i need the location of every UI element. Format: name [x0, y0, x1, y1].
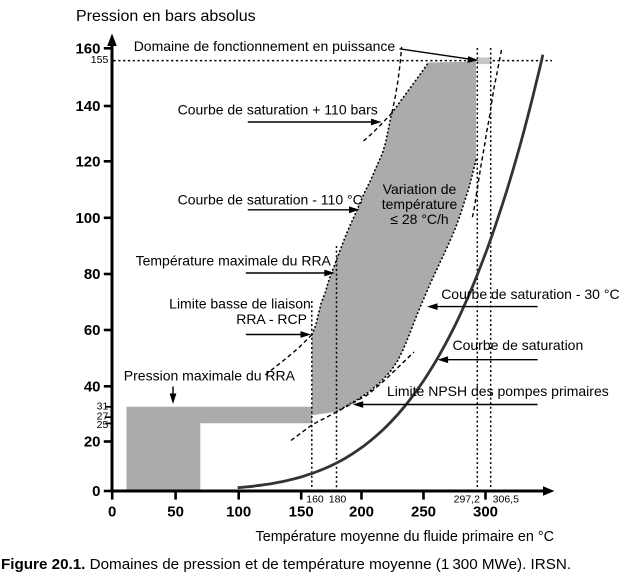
svg-text:RRA - RCP: RRA - RCP — [236, 311, 307, 327]
svg-text:200: 200 — [349, 504, 374, 521]
svg-text:Variation de: Variation de — [383, 181, 457, 197]
svg-text:31: 31 — [97, 400, 109, 412]
svg-text:0: 0 — [108, 504, 116, 521]
svg-text:297,2: 297,2 — [454, 494, 480, 506]
svg-text:Courbe de saturation - 30 °C: Courbe de saturation - 30 °C — [441, 286, 619, 302]
svg-text:Domaine de fonctionnement en p: Domaine de fonctionnement en puissance — [134, 38, 396, 54]
svg-text:80: 80 — [84, 266, 101, 283]
svg-text:150: 150 — [289, 504, 314, 521]
svg-text:306,5: 306,5 — [493, 494, 519, 506]
svg-text:Température maximale du RRA: Température maximale du RRA — [136, 253, 332, 269]
svg-text:250: 250 — [411, 504, 436, 521]
svg-text:Limite NPSH des pompes primair: Limite NPSH des pompes primaires — [387, 383, 609, 399]
svg-text:Pression en bars absolus: Pression en bars absolus — [76, 8, 256, 25]
svg-text:160: 160 — [75, 40, 100, 57]
svg-text:Courbe de saturation - 110 °C: Courbe de saturation - 110 °C — [178, 192, 363, 208]
svg-text:Courbe de saturation: Courbe de saturation — [453, 337, 584, 353]
svg-text:25: 25 — [97, 419, 109, 431]
svg-text:Courbe de saturation + 110 bar: Courbe de saturation + 110 bars — [178, 102, 378, 118]
svg-text:40: 40 — [84, 378, 101, 395]
svg-text:Limite basse de liaison: Limite basse de liaison — [169, 296, 311, 312]
svg-text:≤ 28 °C/h: ≤ 28 °C/h — [390, 211, 448, 227]
svg-text:50: 50 — [167, 504, 184, 521]
svg-text:140: 140 — [75, 98, 100, 115]
svg-text:100: 100 — [75, 210, 100, 227]
svg-text:120: 120 — [75, 153, 100, 170]
svg-text:60: 60 — [84, 322, 101, 339]
svg-text:température: température — [382, 196, 458, 212]
svg-text:300: 300 — [473, 504, 498, 521]
svg-text:Pression maximale du RRA: Pression maximale du RRA — [124, 368, 296, 384]
svg-text:160: 160 — [306, 494, 324, 506]
svg-text:0: 0 — [92, 483, 100, 500]
svg-text:27: 27 — [97, 411, 109, 423]
svg-text:20: 20 — [84, 434, 101, 451]
svg-text:Figure 20.1. Domaines de press: Figure 20.1. Domaines de pression et de … — [1, 556, 571, 573]
svg-text:100: 100 — [226, 504, 251, 521]
svg-text:Température moyenne du fluide: Température moyenne du fluide primaire e… — [256, 529, 555, 545]
svg-text:180: 180 — [329, 494, 347, 506]
svg-text:155: 155 — [91, 54, 109, 66]
